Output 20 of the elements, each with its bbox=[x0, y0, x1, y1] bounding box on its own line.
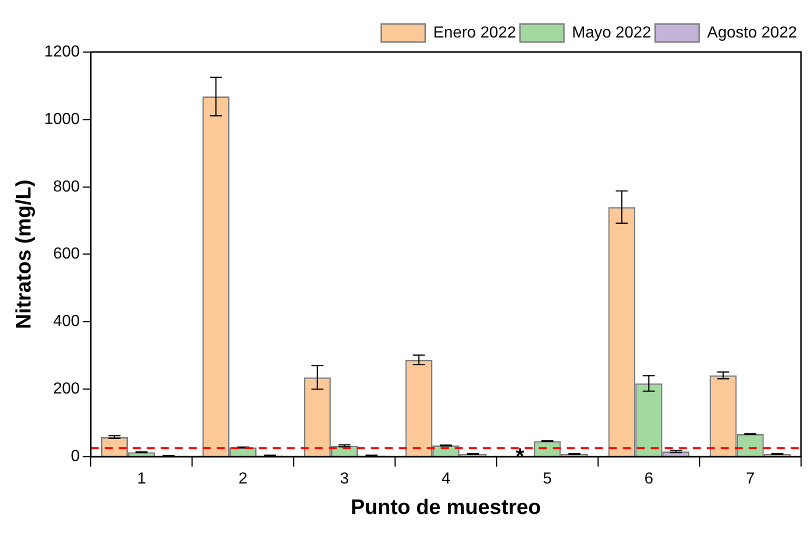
x-tick-label: 4 bbox=[441, 470, 450, 488]
x-tick-label: 3 bbox=[340, 470, 349, 488]
x-tick-label: 2 bbox=[238, 470, 248, 488]
y-tick-label: 800 bbox=[53, 178, 80, 196]
y-tick-label: 600 bbox=[53, 246, 80, 263]
x-tick-label: 5 bbox=[542, 470, 552, 488]
y-axis-title: Nitratos (mg/L) bbox=[12, 180, 36, 329]
legend-label: Agosto 2022 bbox=[707, 24, 798, 42]
y-tick-label: 1200 bbox=[44, 43, 80, 60]
legend-label: Mayo 2022 bbox=[572, 24, 652, 42]
y-tick-label: 1000 bbox=[44, 110, 80, 128]
x-tick-label: 6 bbox=[644, 470, 654, 488]
y-tick-label: 200 bbox=[53, 380, 80, 398]
annotation: * bbox=[516, 443, 525, 468]
x-tick-label: 1 bbox=[137, 470, 146, 488]
y-tick-label: 0 bbox=[70, 448, 80, 466]
legend-label: Enero 2022 bbox=[433, 24, 516, 42]
y-tick-label: 400 bbox=[53, 313, 80, 330]
x-axis-title: Punto de muestreo bbox=[350, 496, 541, 520]
x-tick-label: 7 bbox=[746, 470, 755, 488]
